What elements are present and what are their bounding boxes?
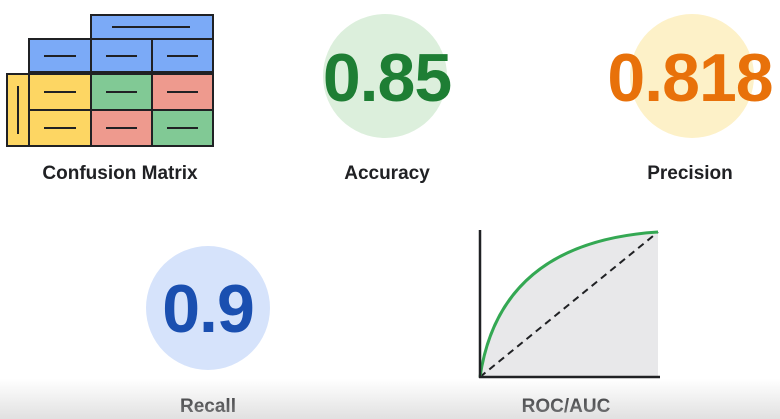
roc-curve-icon	[478, 230, 660, 379]
roc-baseline	[479, 231, 659, 378]
accuracy-label: Accuracy	[344, 163, 430, 184]
confusion-matrix-label: Confusion Matrix	[42, 163, 198, 184]
precision-value: 0.818	[607, 40, 773, 116]
confusion-matrix-icon	[6, 14, 214, 147]
recall-value: 0.9	[162, 271, 255, 347]
accuracy-circle	[323, 14, 447, 138]
accuracy-value: 0.85	[322, 40, 452, 116]
precision-label: Precision	[647, 163, 733, 184]
recall-label: Recall	[180, 396, 236, 417]
recall-circle	[146, 246, 270, 370]
roc-auc-label: ROC/AUC	[521, 396, 611, 417]
precision-circle	[630, 14, 754, 138]
roc-curve	[478, 230, 659, 378]
